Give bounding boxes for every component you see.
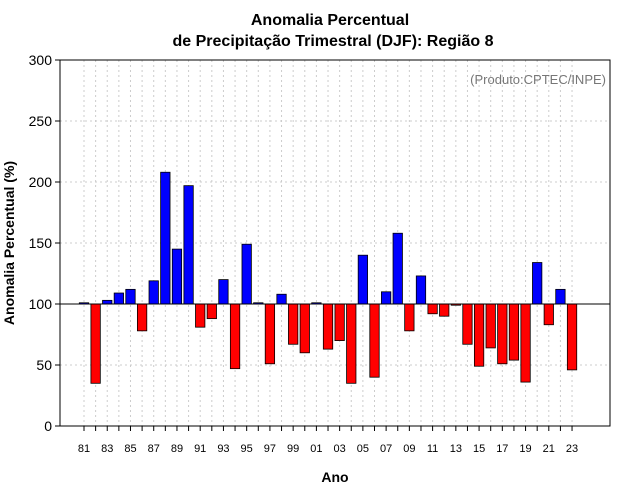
y-axis-label: Anomalia Percentual (%) [1,161,17,325]
bars [78,171,578,384]
bar-03 [334,303,345,341]
bar-04 [346,303,357,384]
bar-92 [206,303,217,320]
bar-09 [404,303,415,332]
bar-21 [543,303,554,326]
bar-05 [357,254,368,305]
x-tick-label: 03 [334,443,346,455]
x-tick-label: 21 [543,443,555,455]
x-tick-label: 01 [310,443,322,455]
bar-86 [136,303,148,332]
x-tick-label: 91 [194,443,206,455]
y-tick-label: 150 [29,235,53,251]
bar-07 [381,291,392,305]
bar-83 [102,299,113,305]
x-tick-label: 07 [380,443,392,455]
bar-84 [113,292,124,305]
chart-title-line1: Anomalia Percentual [251,12,409,29]
bar-22 [555,288,566,305]
bar-19 [520,303,531,383]
bar-00 [299,303,310,354]
bar-06 [369,303,380,378]
x-tick-label: 87 [148,443,160,455]
bar-11 [427,303,438,315]
y-tick-label: 100 [29,296,53,312]
x-tick-label: 95 [241,443,253,455]
x-tick-label: 05 [357,443,369,455]
bar-89 [171,248,183,305]
bar-97 [264,303,276,365]
y-tick-label: 50 [36,357,52,373]
bar-14 [462,303,473,345]
bar-08 [392,232,403,305]
x-tick-label: 23 [566,443,578,455]
bar-16 [485,303,496,349]
chart-title-line2: de Precipitação Trimestral (DJF): Região… [173,33,494,50]
bar-85 [125,288,136,305]
bar-15 [473,303,485,367]
bar-91 [195,303,206,328]
bar-95 [241,243,252,305]
product-credit: (Produto:CPTEC/INPE) [470,72,606,87]
bar-94 [229,303,241,370]
x-axis: 81 83 85 87 89 91 93 95 97 99 01 03 05 07 09 11 13 15 17 19… [78,426,578,455]
x-tick-label: 93 [217,443,229,455]
bar-82 [90,303,101,384]
x-tick-label: 89 [171,443,183,455]
y-axis: 0 50 100 150 200 250 300 [29,52,60,434]
y-tick-label: 0 [44,418,52,434]
y-tick-label: 300 [29,52,53,68]
x-tick-label: 97 [264,443,276,455]
x-tick-label: 81 [78,443,90,455]
bar-02 [322,303,334,350]
y-tick-label: 250 [29,113,53,129]
bar-23 [566,303,578,371]
x-tick-label: 17 [496,443,508,455]
x-tick-label: 83 [101,443,113,455]
bar-93 [218,279,229,305]
x-tick-label: 11 [427,443,438,455]
x-tick-label: 13 [450,443,462,455]
y-tick-label: 200 [29,174,53,190]
bar-12 [439,303,450,317]
bar-90 [183,185,194,305]
x-tick-label: 19 [519,443,531,455]
x-axis-label: Ano [321,469,348,485]
bar-20 [532,262,543,305]
bar-88 [160,171,171,305]
bar-87 [148,280,159,305]
x-tick-label: 85 [124,443,136,455]
x-tick-label: 15 [473,443,485,455]
bar-10 [415,275,427,305]
bar-18 [508,303,520,361]
bar-99 [288,303,299,345]
bar-98 [276,293,287,305]
x-tick-label: 99 [287,443,299,455]
x-tick-label: 09 [403,443,415,455]
bar-17 [497,303,508,365]
